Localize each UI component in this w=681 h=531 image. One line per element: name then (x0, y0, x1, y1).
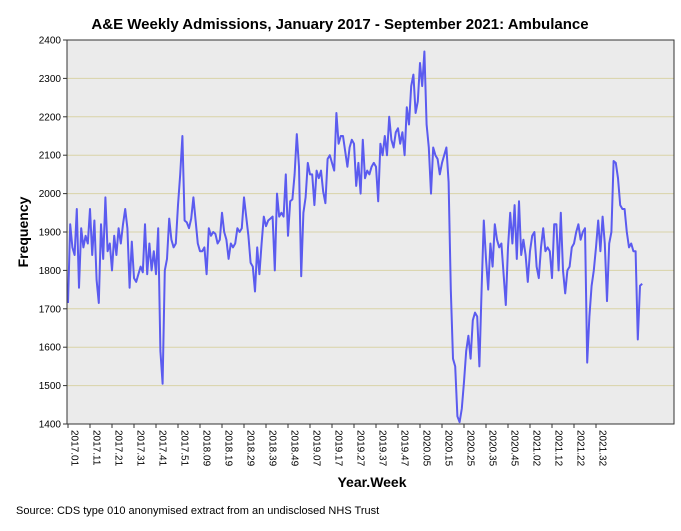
y-tick-label: 2100 (39, 151, 62, 162)
x-tick-label: 2019.17 (333, 430, 344, 467)
x-tick-label: 2020.15 (443, 430, 454, 467)
series-group (67, 50, 643, 424)
x-tick-label: 2019.37 (377, 430, 388, 467)
x-axis-ticks: 2017.01 2017.11 2017.21 2017.31 2017.41 2017.… (67, 424, 608, 467)
x-tick-label: 2020.45 (509, 430, 520, 467)
y-tick-label: 1800 (39, 266, 62, 277)
x-tick-label: 2020.05 (421, 430, 432, 467)
x-tick-label: 2017.51 (179, 430, 190, 467)
x-tick-label: 2017.41 (157, 430, 168, 467)
y-tick-label: 1900 (39, 228, 62, 239)
x-tick-label: 2018.49 (289, 430, 300, 467)
x-tick-label: 2018.09 (201, 430, 212, 467)
x-tick-label: 2018.19 (223, 430, 234, 467)
x-tick-label: 2021.32 (597, 430, 608, 467)
y-tick-label: 1500 (39, 381, 62, 392)
x-tick-label: 2020.35 (487, 430, 498, 467)
x-tick-label: 2017.31 (135, 430, 146, 467)
x-tick-label: 2019.27 (355, 430, 366, 467)
x-tick-label: 2017.21 (113, 430, 124, 467)
plot-border (66, 39, 675, 425)
y-tick-label: 2400 (39, 36, 62, 47)
x-tick-label: 2019.47 (399, 430, 410, 467)
x-tick-label: 2017.01 (69, 430, 80, 467)
y-axis-label: Frequency (15, 196, 31, 267)
x-tick-label: 2018.29 (245, 430, 256, 467)
y-tick-label: 2300 (39, 74, 62, 85)
series-line (67, 50, 643, 424)
x-tick-label: 2021.02 (531, 430, 542, 467)
y-tick-label: 2000 (39, 189, 62, 200)
x-axis-label: Year.Week (337, 474, 406, 490)
x-tick-label: 2020.25 (465, 430, 476, 467)
x-tick-label: 2021.22 (575, 430, 586, 467)
source-note: Source: CDS type 010 anonymised extract … (16, 505, 379, 517)
y-tick-label: 1400 (39, 420, 62, 431)
x-tick-label: 2018.39 (267, 430, 278, 467)
x-tick-label: 2021.12 (553, 430, 564, 467)
grid-lines (67, 77, 674, 387)
x-tick-label: 2019.07 (311, 430, 322, 467)
y-tick-label: 2200 (39, 112, 62, 123)
y-axis-ticks: 1400 1500 1600 1700 1800 1900 2000 2100 2200 2300… (39, 36, 67, 431)
y-tick-label: 1700 (39, 304, 62, 315)
chart-title: A&E Weekly Admissions, January 2017 - Se… (91, 16, 588, 33)
y-tick-label: 1600 (39, 343, 62, 354)
x-tick-label: 2017.11 (91, 430, 102, 466)
